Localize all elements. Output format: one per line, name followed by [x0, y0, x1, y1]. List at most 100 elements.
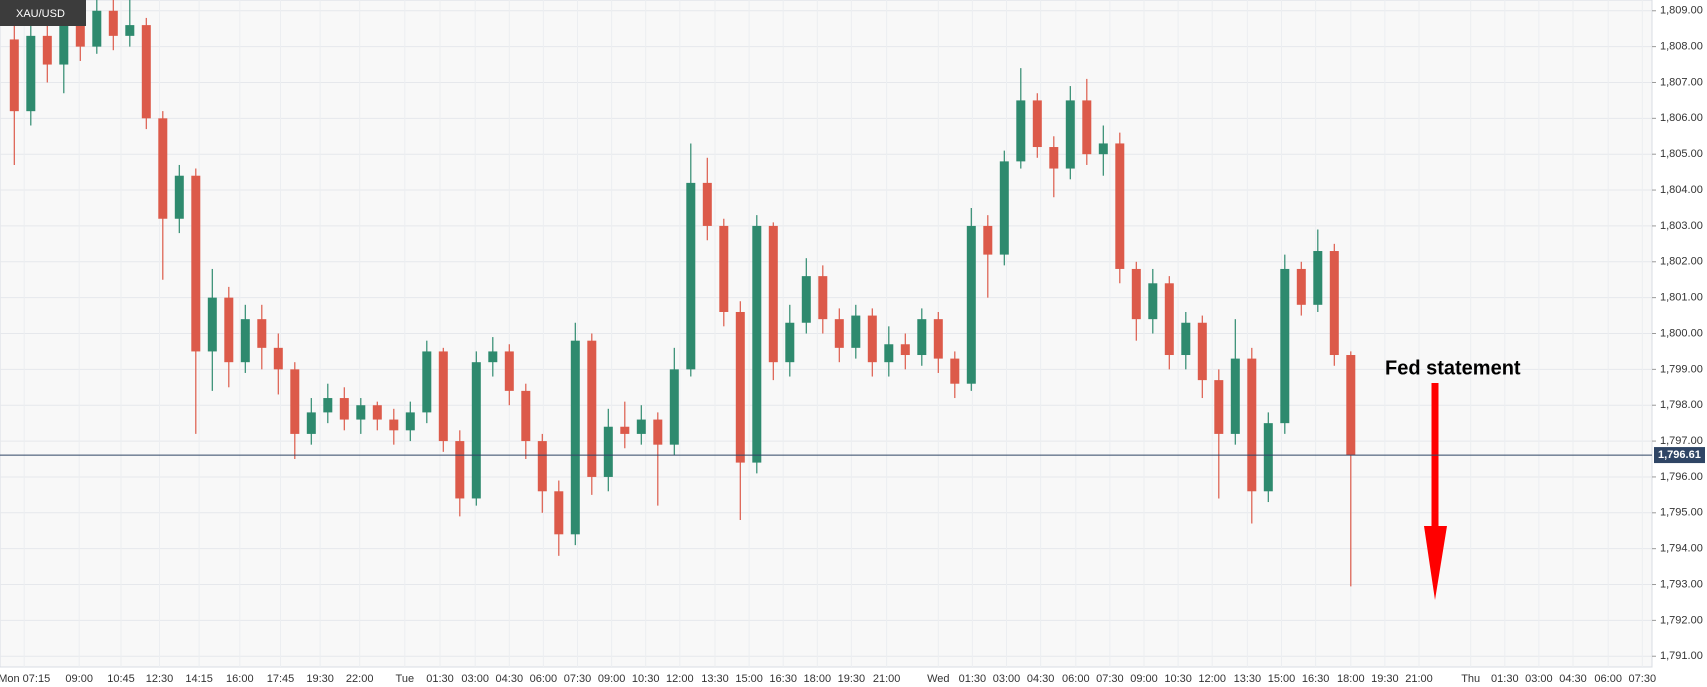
candle-body [1082, 100, 1092, 155]
y-tick-label: 1,806.00 [1660, 112, 1703, 124]
candle-body [570, 340, 580, 535]
annotation: Fed statement [1385, 357, 1521, 379]
x-tick-label: 09:00 [65, 673, 93, 685]
x-tick-label: 01:30 [959, 673, 987, 685]
y-tick-label: 1,808.00 [1660, 41, 1703, 53]
x-tick-label: 16:00 [226, 673, 254, 685]
candle-body [818, 276, 828, 320]
candle-body [587, 340, 597, 477]
candle-body [686, 182, 696, 370]
candle-body [983, 225, 993, 255]
x-tick-label: 01:30 [1491, 673, 1519, 685]
candle-body [240, 319, 250, 363]
x-tick-label: 12:00 [1198, 673, 1226, 685]
candle-body [438, 351, 448, 442]
y-tick-label: 1,798.00 [1660, 399, 1703, 411]
candle-body [306, 412, 316, 434]
candle-body [1197, 322, 1207, 381]
x-tick-label: Wed [927, 673, 949, 685]
y-tick-label: 1,801.00 [1660, 292, 1703, 304]
candle-body [950, 358, 960, 384]
candle-body [966, 225, 976, 384]
x-tick-label: 21:00 [1405, 673, 1433, 685]
candle-body [1230, 358, 1240, 434]
candle-body [1115, 143, 1125, 269]
candle-body [191, 175, 201, 352]
x-tick-label: 01:30 [426, 673, 454, 685]
candle-body [1247, 358, 1257, 492]
candle-body [26, 35, 36, 112]
symbol-badge [0, 0, 86, 26]
candle-body [339, 398, 349, 420]
last-price-label: 1,796.61 [1658, 449, 1701, 461]
candle-body [59, 25, 69, 65]
y-tick-label: 1,794.00 [1660, 543, 1703, 555]
y-tick-label: 1,805.00 [1660, 148, 1703, 160]
candle-body [141, 25, 151, 119]
x-tick-label: 10:30 [632, 673, 660, 685]
candle-body [537, 441, 547, 492]
x-tick-label: 22:00 [346, 673, 374, 685]
candle-body [1148, 283, 1158, 320]
arrow-head [1424, 526, 1447, 600]
x-tick-label: Thu [1461, 673, 1480, 685]
x-tick-label: Tue [396, 673, 415, 685]
candle-body [1329, 251, 1339, 356]
candle-body [1263, 423, 1273, 492]
x-tick-label: 04:30 [496, 673, 524, 685]
x-tick-label: 15:00 [735, 673, 763, 685]
x-tick-label: 13:30 [1234, 673, 1262, 685]
x-tick-label: 06:00 [1062, 673, 1090, 685]
candle-body [1098, 143, 1108, 155]
y-tick-label: 1,791.00 [1660, 650, 1703, 662]
x-tick-label: 09:00 [598, 673, 626, 685]
x-tick-label: 10:45 [107, 673, 135, 685]
x-tick-label: 03:00 [1525, 673, 1553, 685]
x-tick-label: 04:30 [1559, 673, 1587, 685]
candle-body [9, 39, 19, 112]
candle-body [1032, 100, 1042, 148]
y-tick-label: 1,803.00 [1660, 220, 1703, 232]
symbol: XAU/USD [16, 8, 65, 20]
candle-body [1049, 147, 1059, 169]
candle-body [75, 25, 85, 47]
x-tick-label: 09:00 [1130, 673, 1158, 685]
candle-body [1131, 268, 1141, 320]
candle-body [372, 405, 382, 420]
candle-body [455, 441, 465, 499]
x-tick-label: 19:30 [1371, 673, 1399, 685]
candle-body [108, 10, 118, 36]
x-tick-label: 15:00 [1268, 673, 1296, 685]
y-tick-label: 1,796.00 [1660, 471, 1703, 483]
candle-body [1164, 283, 1174, 356]
x-tick-label: 19:30 [838, 673, 866, 685]
candle-body [851, 315, 861, 348]
x-tick-label: 17:45 [267, 673, 295, 685]
candle-body [801, 276, 811, 323]
candle-body [323, 398, 333, 413]
x-tick-label: 07:30 [564, 673, 592, 685]
candle-body [900, 344, 910, 356]
x-tick-label: 12:00 [666, 673, 694, 685]
candle-body [1346, 355, 1356, 456]
y-tick-label: 1,799.00 [1660, 363, 1703, 375]
candle-body [224, 297, 234, 363]
x-tick-label: 19:30 [306, 673, 334, 685]
x-tick-label: 18:00 [1337, 673, 1365, 685]
x-tick-label: 06:00 [1594, 673, 1622, 685]
last-price-box [1654, 447, 1705, 464]
candle-body [504, 351, 514, 391]
candle-body [719, 225, 729, 312]
x-tick-label: 16:30 [769, 673, 797, 685]
x-tick-label: 04:30 [1027, 673, 1055, 685]
x-tick-label: 06:00 [530, 673, 558, 685]
candle-body [290, 369, 300, 434]
candle-body [735, 311, 745, 463]
candle-body [917, 319, 927, 356]
candle-body [92, 10, 102, 47]
candle-body [207, 297, 217, 352]
x-tick-label: 07:30 [1096, 673, 1124, 685]
candle-body [620, 426, 630, 434]
candle-body [999, 161, 1009, 255]
candle-body [702, 182, 712, 226]
